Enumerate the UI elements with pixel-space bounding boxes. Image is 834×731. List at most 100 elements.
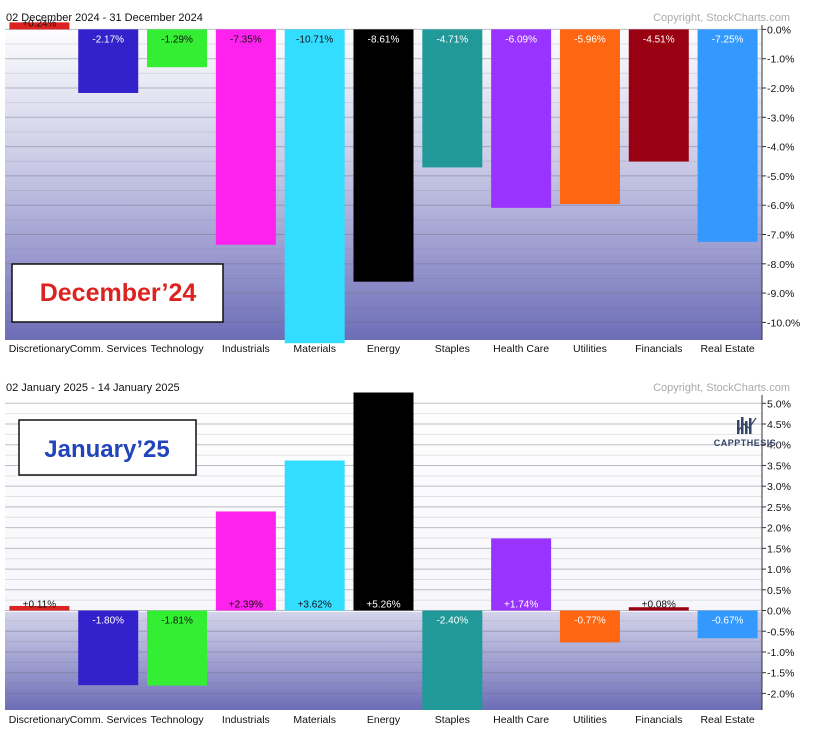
bar-utilities (559, 610, 620, 643)
value-label: -0.67% (712, 616, 744, 627)
bar-technology (147, 29, 208, 68)
y-tick-label: 0.5% (767, 585, 791, 597)
value-label: -1.29% (161, 34, 193, 45)
capp-thesis-wordmark: CAPPTHESIS (714, 438, 777, 448)
bar-industrials (215, 29, 276, 245)
january-date-range: 02 January 2025 - 14 January 2025 (6, 382, 180, 394)
y-tick-label: 1.5% (767, 543, 791, 555)
y-tick-label: 4.5% (767, 419, 791, 431)
value-label: +0.08% (642, 600, 676, 611)
bar-comm-services (78, 610, 139, 686)
december-overlay-label: December’24 (40, 279, 197, 307)
december-bars (9, 22, 758, 344)
january-x-axis: Discretionary Comm. Services Technology Ind… (9, 714, 755, 726)
value-label: +1.74% (504, 600, 538, 611)
bar-health-care (491, 538, 552, 611)
y-tick-label: -7.0% (767, 230, 794, 242)
december-chart-panel: +0.24% -2.17% -1.29% -7.35% -10.71% -8.61% -4.… (5, 12, 800, 355)
january-overlay-label: January’25 (44, 436, 169, 463)
value-label: -2.17% (92, 34, 124, 45)
y-tick-label: 0.0% (767, 24, 791, 36)
value-label: +2.39% (229, 600, 263, 611)
bar-financials (628, 607, 689, 611)
value-label: -5.96% (574, 34, 606, 45)
category-label: Energy (367, 343, 401, 355)
bar-utilities (559, 29, 620, 205)
category-label: Health Care (493, 714, 549, 726)
bar-health-care (491, 29, 552, 208)
january-value-labels: +0.11% -1.80% -1.81% +2.39% +3.62% +5.26% -2.4… (23, 600, 744, 627)
category-label: Financials (635, 343, 682, 355)
bar-discretionary (9, 605, 70, 611)
category-label: Comm. Services (70, 343, 147, 355)
category-label: Technology (150, 714, 204, 726)
y-tick-label: -4.0% (767, 142, 794, 154)
category-label: Energy (367, 714, 401, 726)
category-label: Discretionary (9, 343, 71, 355)
y-tick-label: 2.0% (767, 523, 791, 535)
y-tick-label: -5.0% (767, 171, 794, 183)
value-label: -2.40% (436, 616, 468, 627)
category-label: Utilities (573, 714, 607, 726)
value-label: -8.61% (368, 34, 400, 45)
category-label: Comm. Services (70, 714, 147, 726)
bar-staples (422, 29, 483, 168)
y-tick-label: 2.5% (767, 502, 791, 514)
bar-technology (147, 610, 208, 686)
bar-staples (422, 610, 483, 710)
y-tick-label: 4.0% (767, 440, 791, 452)
value-label: -4.71% (436, 34, 468, 45)
y-tick-label: -2.0% (767, 688, 794, 700)
value-label: -4.51% (643, 34, 675, 45)
category-label: Real Estate (700, 343, 754, 355)
january-overlay-box: January’25 (18, 419, 197, 476)
value-label: -0.77% (574, 616, 606, 627)
y-tick-label: 0.0% (767, 606, 791, 618)
y-tick-label: -8.0% (767, 259, 794, 271)
value-label: +0.24% (22, 18, 56, 29)
y-tick-label: -1.5% (767, 668, 794, 680)
bar-chart-logo-icon (737, 417, 757, 434)
y-tick-label: -10.0% (767, 317, 800, 329)
december-copyright: Copyright, StockCharts.com (653, 12, 790, 24)
category-label: Real Estate (700, 714, 754, 726)
y-tick-label: -2.0% (767, 83, 794, 95)
category-label: Health Care (493, 343, 549, 355)
january-y-axis: 5.0% 4.5% 4.0% 3.5% 3.0% 2.5% 2.0% 1.5% 1.0% 0.5%… (761, 395, 794, 710)
value-label: +3.62% (298, 600, 332, 611)
value-label: +5.26% (366, 600, 400, 611)
bar-industrials (215, 511, 276, 611)
january-chart-panel: +0.11% -1.80% -1.81% +2.39% +3.62% +5.26% -2.4… (5, 382, 794, 726)
bar-energy (353, 29, 414, 282)
category-label: Industrials (222, 343, 270, 355)
y-tick-label: 1.0% (767, 564, 791, 576)
bar-energy (353, 392, 414, 611)
value-label: +0.11% (23, 600, 57, 611)
capp-thesis-logo: CAPPTHESIS (714, 417, 777, 448)
category-label: Materials (293, 343, 336, 355)
december-date-range: 02 December 2024 - 31 December 2024 (6, 12, 203, 24)
bar-real-estate (697, 29, 758, 242)
january-bars (9, 392, 758, 710)
bar-materials (284, 460, 345, 611)
value-label: -6.09% (505, 34, 537, 45)
y-tick-label: -9.0% (767, 288, 794, 300)
value-label: -7.25% (712, 34, 744, 45)
december-y-axis: 0.0% -1.0% -2.0% -3.0% -4.0% -5.0% -6.0% -7.0% -… (761, 24, 800, 340)
category-label: Technology (150, 343, 204, 355)
bar-discretionary (9, 22, 70, 30)
y-tick-label: 3.0% (767, 481, 791, 493)
category-label: Materials (293, 714, 336, 726)
bar-financials (628, 29, 689, 162)
value-label: -1.80% (92, 616, 124, 627)
bar-real-estate (697, 610, 758, 639)
y-tick-label: -3.0% (767, 112, 794, 124)
category-label: Industrials (222, 714, 270, 726)
december-x-axis: Discretionary Comm. Services Technology Ind… (9, 343, 755, 355)
y-tick-label: -6.0% (767, 200, 794, 212)
category-label: Staples (435, 343, 470, 355)
value-label: -10.71% (296, 34, 333, 45)
category-label: Discretionary (9, 714, 71, 726)
y-tick-label: 3.5% (767, 460, 791, 472)
